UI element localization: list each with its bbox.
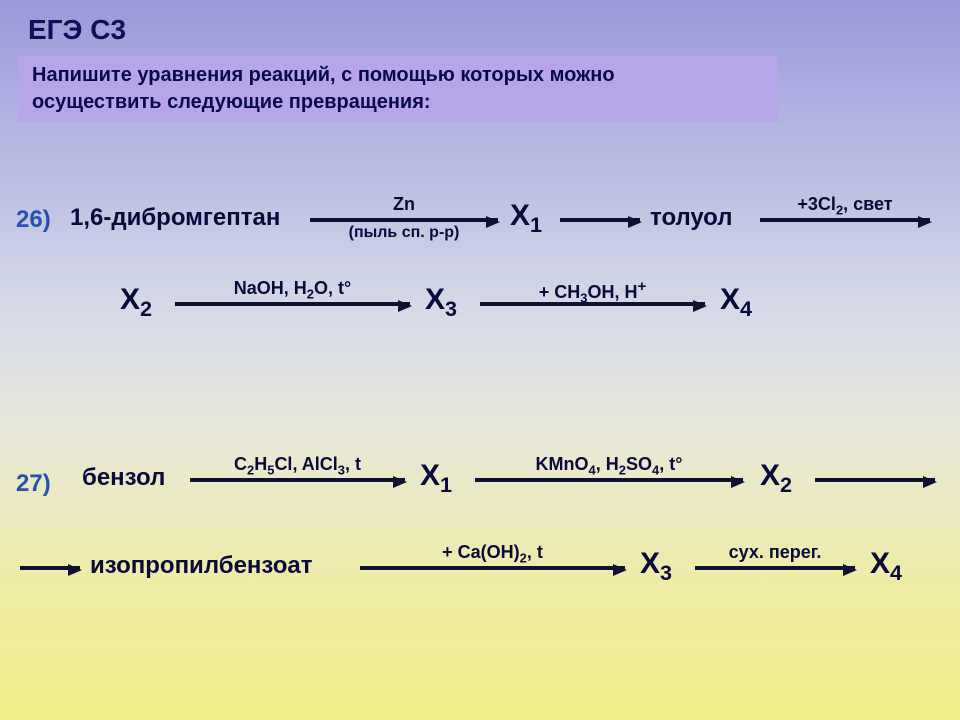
arrow-condition-top: +3Cl2, свет [760, 194, 930, 218]
chem-node: толуол [650, 204, 733, 232]
chem-node: X4 [870, 547, 902, 586]
reaction-arrow [20, 566, 80, 570]
arrow-condition-top: Zn [310, 194, 498, 215]
arrow-condition-top: сух. перег. [695, 542, 855, 563]
chem-node: изопропилбензоат [90, 552, 313, 580]
instruction-text: Напишите уравнения реакций, с помощью ко… [32, 64, 615, 113]
reaction-arrow [760, 218, 930, 222]
chem-node: X3 [425, 283, 457, 322]
arrow-condition-top: NaOH, H2O, t° [175, 278, 410, 302]
arrow-condition-top: + CH3OH, H+ [480, 278, 705, 306]
chem-node: X2 [120, 283, 152, 322]
reaction-arrow [475, 478, 743, 482]
arrow-condition-top: + Ca(OH)2, t [360, 542, 625, 566]
reaction-arrow [310, 218, 498, 222]
chem-node: X3 [640, 547, 672, 586]
reaction-arrow [360, 566, 625, 570]
chem-node: X4 [720, 283, 752, 322]
arrow-condition-top: KMnO4, H2SO4, t° [475, 454, 743, 478]
page-title: ЕГЭ С3 [28, 14, 126, 46]
reaction-arrow [560, 218, 640, 222]
problem-number: 27) [16, 470, 51, 498]
chem-node: 1,6-дибромгептан [70, 204, 280, 232]
chem-node: X1 [510, 199, 542, 238]
chem-node: бензол [82, 464, 165, 492]
reaction-arrow [190, 478, 405, 482]
chem-node: X2 [760, 459, 792, 498]
reaction-arrow [695, 566, 855, 570]
chem-node: X1 [420, 459, 452, 498]
reaction-arrow [175, 302, 410, 306]
reaction-arrow [815, 478, 935, 482]
problem-number: 26) [16, 206, 51, 234]
instruction-box: Напишите уравнения реакций, с помощью ко… [18, 56, 778, 122]
arrow-condition-bottom: (пыль сп. р-р) [310, 224, 498, 242]
arrow-condition-top: C2H5Cl, AlCl3, t [190, 454, 405, 478]
